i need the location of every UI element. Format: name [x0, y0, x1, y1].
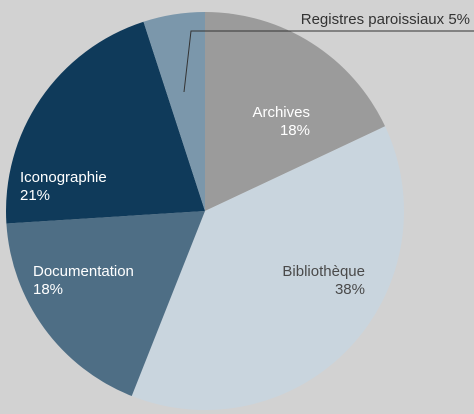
pie-slice — [5, 21, 205, 224]
slice-value-label: 38% — [335, 281, 365, 298]
pie-slice — [6, 211, 205, 397]
slice-label: Bibliothèque — [282, 263, 365, 280]
slice-value-label: 5% — [448, 11, 470, 28]
pie-slice — [205, 12, 386, 211]
slice-label: Registres paroissiaux 5% — [301, 11, 470, 28]
slice-label: Documentation — [33, 263, 134, 280]
slice-label: Iconographie — [20, 169, 107, 186]
pie-slice — [131, 126, 404, 410]
slice-value-label: 21% — [20, 187, 50, 204]
pie-slice — [143, 12, 205, 211]
slice-value-label: 18% — [280, 122, 310, 139]
leader-line — [183, 30, 474, 93]
slice-label-name: Registres paroissiaux — [301, 11, 445, 28]
slice-label: Archives — [252, 104, 310, 121]
slice-value-label: 18% — [33, 281, 63, 298]
